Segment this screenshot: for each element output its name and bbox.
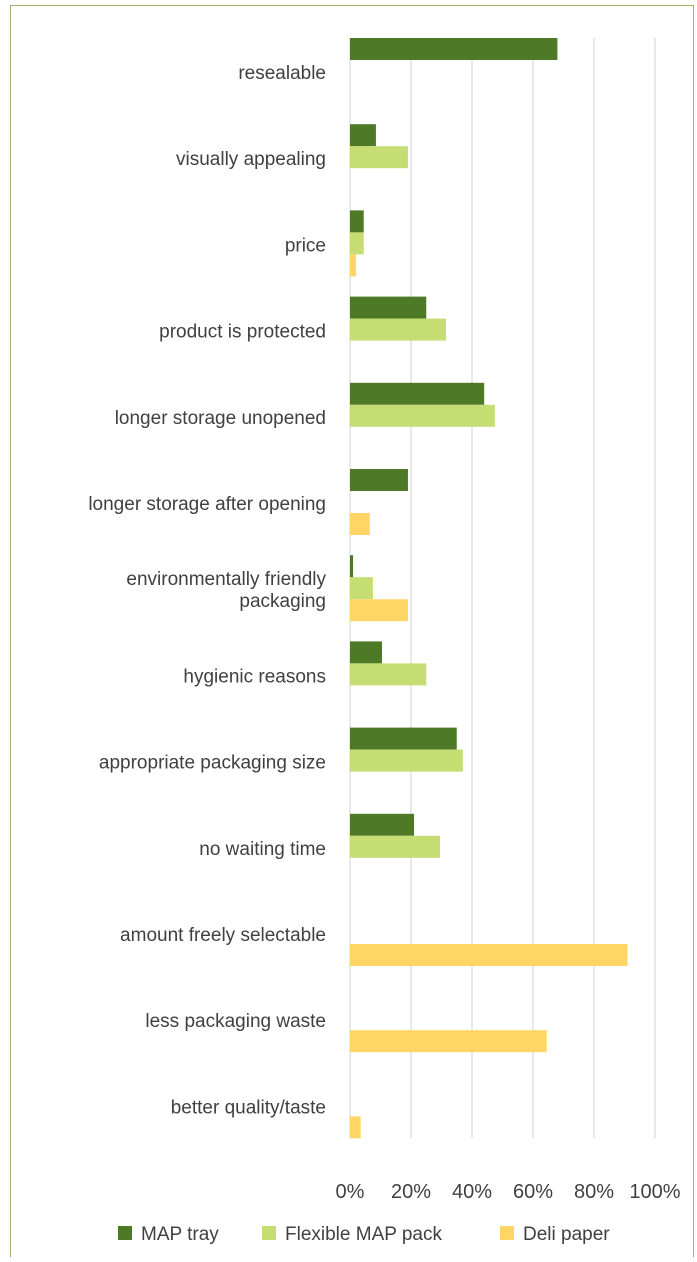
bar-deli-paper [350,1030,547,1053]
bar-deli-paper [350,599,408,622]
bar-flexible-map-pack [350,318,447,341]
legend-label: MAP tray [141,1224,219,1245]
bar-flexible-map-pack [350,749,463,772]
gridlines [349,38,656,1138]
legend-swatch [500,1226,514,1240]
bar-flexible-map-pack [350,404,495,427]
bar-map-tray [350,38,558,60]
category-label: resealable [238,63,326,84]
legend-label: Flexible MAP pack [285,1224,442,1245]
x-tick-label: 20% [391,1181,431,1203]
category-label: product is protected [159,322,326,343]
bar-map-tray [350,469,408,491]
bar-map-tray [350,296,427,319]
bar-map-tray [350,210,364,233]
bar-flexible-map-pack [350,232,364,255]
bar-map-tray [350,813,415,836]
bar-flexible-map-pack [350,146,408,169]
category-label: environmentally friendly [126,569,326,590]
x-tick-label: 60% [513,1181,553,1203]
category-label: hygienic reasons [183,666,326,687]
x-tick-label: 100% [629,1181,680,1203]
bar-flexible-map-pack [350,835,440,858]
bar-map-tray [350,382,485,405]
bar-map-tray [350,124,376,147]
x-axis-ticks: 0% 20% 40% 60% 80% 100% [336,1181,681,1203]
category-label: visually appealing [176,149,326,170]
x-tick-label: 0% [336,1181,365,1203]
bar-flexible-map-pack [350,577,373,600]
bars [350,38,628,1139]
category-label: packaging [239,591,326,612]
legend: MAP tray Flexible MAP pack Deli paper [118,1224,610,1245]
bar-map-tray [350,641,383,664]
bar-flexible-map-pack [350,663,427,686]
category-label: price [285,235,326,256]
bar-deli-paper [350,1116,361,1139]
chart-frame [10,5,694,1257]
bar-map-tray [350,555,354,578]
bar-map-tray [350,727,457,750]
category-label: longer storage unopened [115,408,326,429]
x-tick-label: 80% [574,1181,614,1203]
legend-swatch [118,1226,132,1240]
legend-swatch [262,1226,276,1240]
x-tick-label: 40% [452,1181,492,1203]
bar-deli-paper [350,254,357,277]
category-label: longer storage after opening [88,494,326,515]
category-label: appropriate packaging size [99,753,326,774]
legend-label: Deli paper [523,1224,610,1245]
category-labels: resealable visually appealing price product… [88,63,326,1118]
category-label: no waiting time [199,839,326,860]
bar-deli-paper [350,944,628,966]
bar-deli-paper [350,513,370,535]
category-label: amount freely selectable [120,925,326,946]
category-label: less packaging waste [145,1011,326,1032]
category-label: better quality/taste [171,1097,326,1118]
